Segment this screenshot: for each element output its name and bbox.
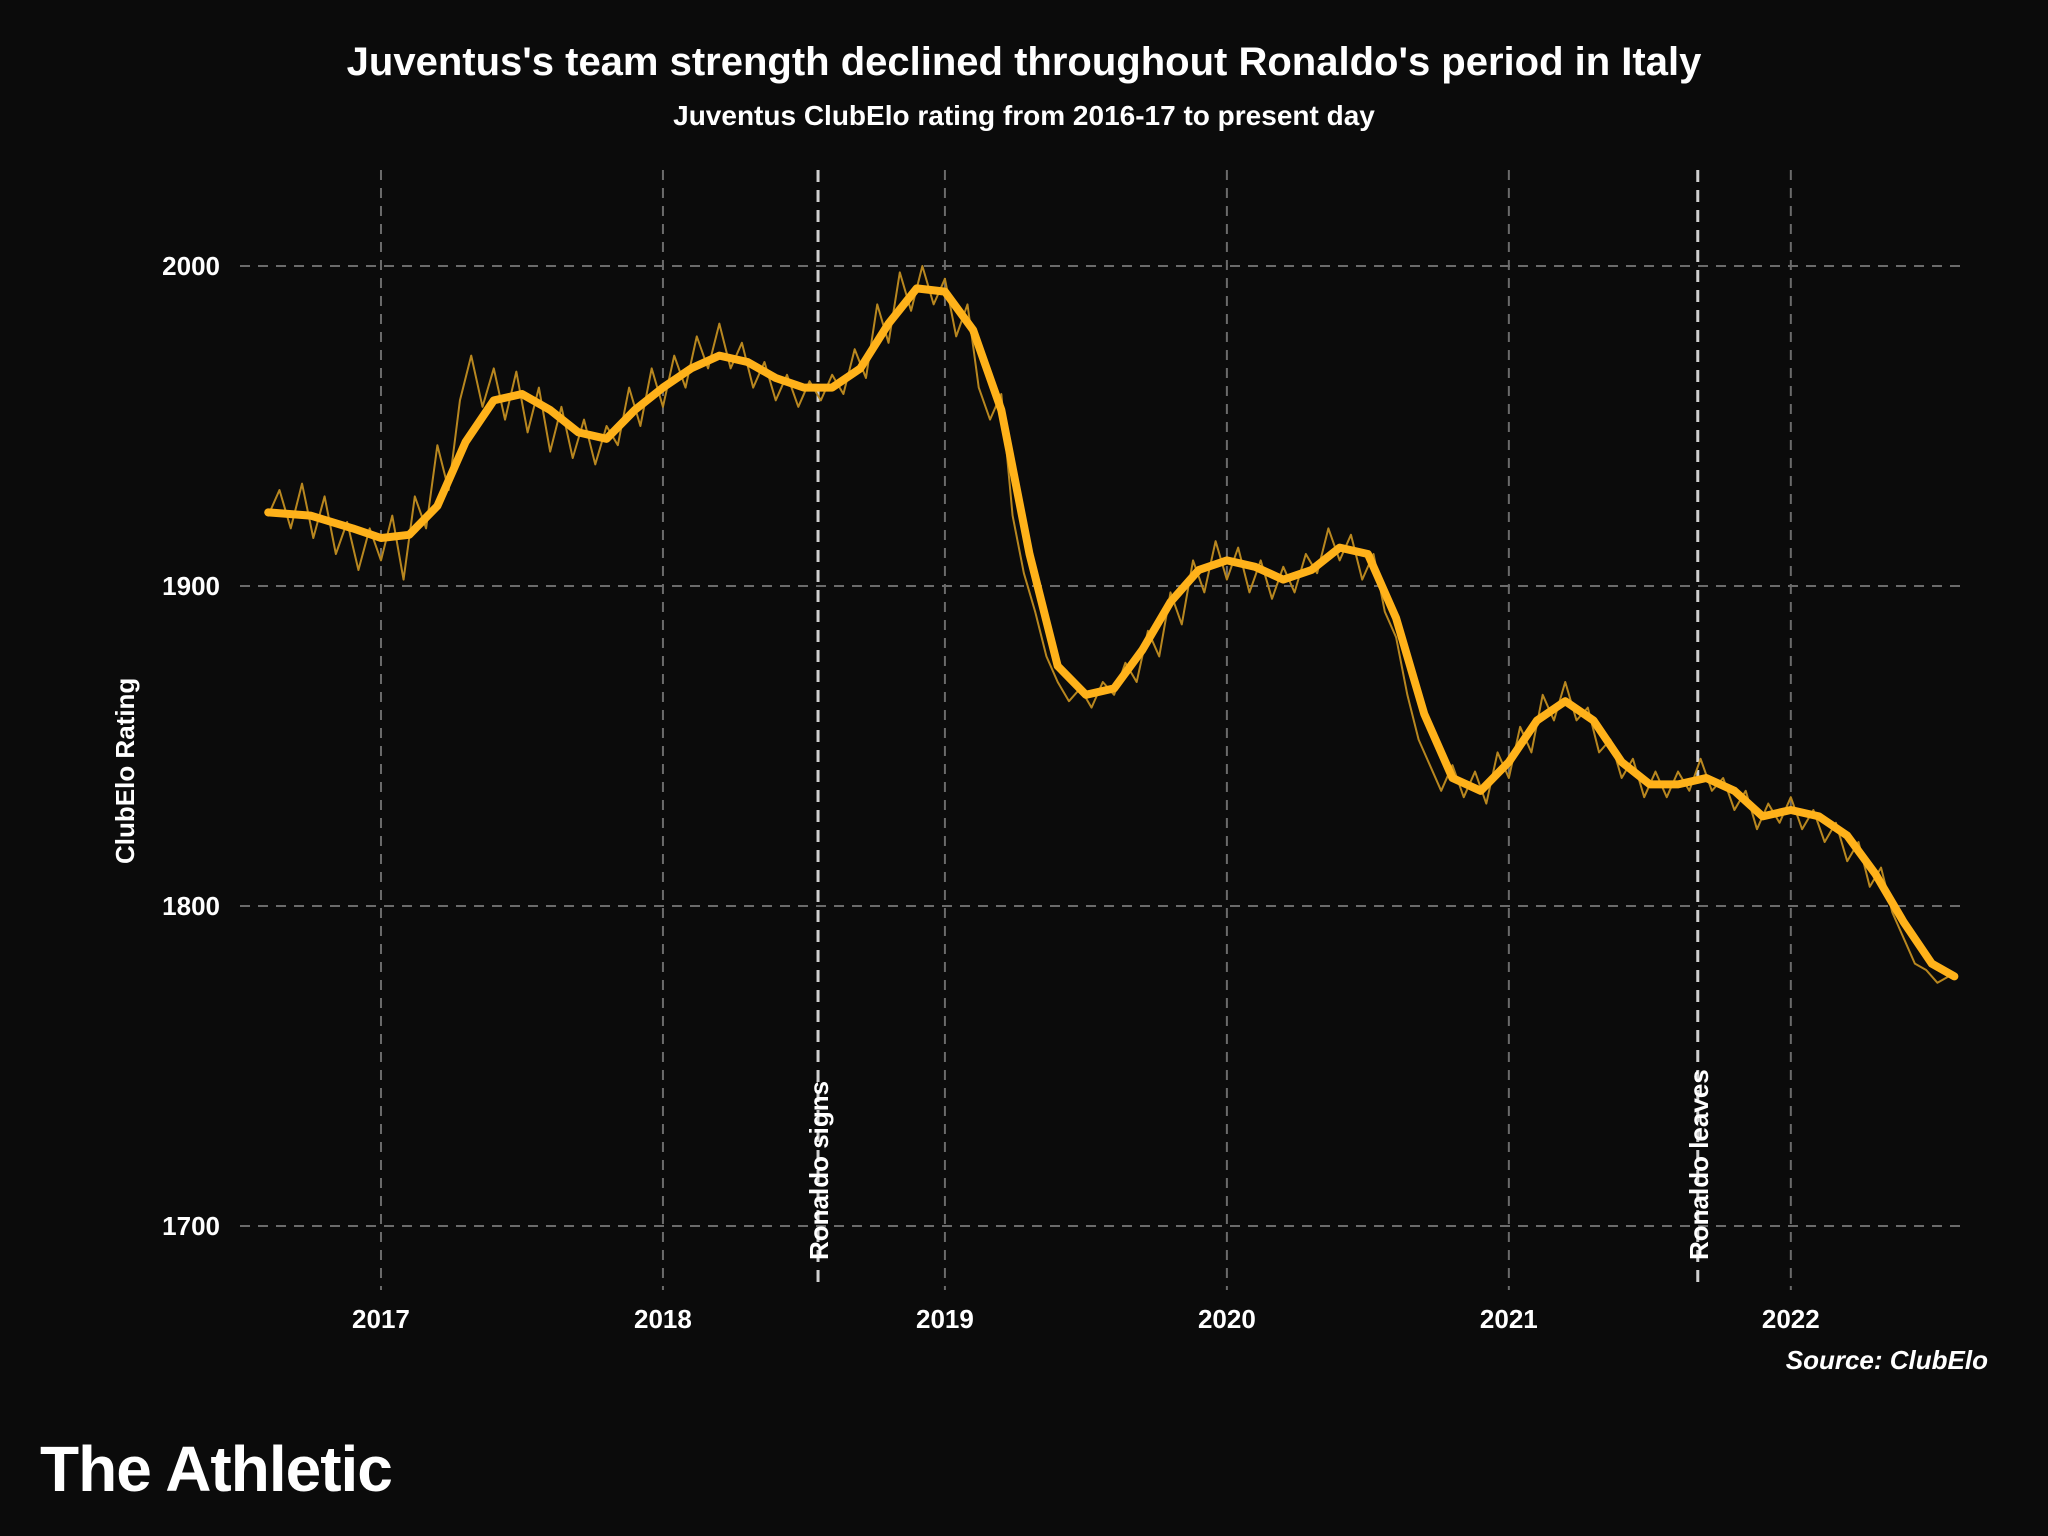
y-tick: 1700 bbox=[140, 1211, 220, 1242]
brand-logo: The Athletic bbox=[40, 1432, 392, 1506]
y-tick: 2000 bbox=[140, 251, 220, 282]
x-tick: 2022 bbox=[1731, 1304, 1851, 1335]
vline-label: Ronaldo leaves bbox=[1684, 1069, 1715, 1260]
y-tick: 1900 bbox=[140, 571, 220, 602]
x-tick: 2019 bbox=[885, 1304, 1005, 1335]
chart-container: Juventus's team strength declined throug… bbox=[0, 0, 2048, 1536]
x-tick: 2020 bbox=[1167, 1304, 1287, 1335]
chart-title: Juventus's team strength declined throug… bbox=[0, 40, 2048, 85]
vline-label: Ronaldo signs bbox=[804, 1081, 835, 1260]
chart-subtitle: Juventus ClubElo rating from 2016-17 to … bbox=[0, 100, 2048, 132]
source-credit: Source: ClubElo bbox=[1786, 1345, 1988, 1376]
y-tick: 1800 bbox=[140, 891, 220, 922]
y-axis-label: ClubElo Rating bbox=[110, 678, 141, 864]
x-tick: 2018 bbox=[603, 1304, 723, 1335]
x-tick: 2017 bbox=[321, 1304, 441, 1335]
x-tick: 2021 bbox=[1449, 1304, 1569, 1335]
